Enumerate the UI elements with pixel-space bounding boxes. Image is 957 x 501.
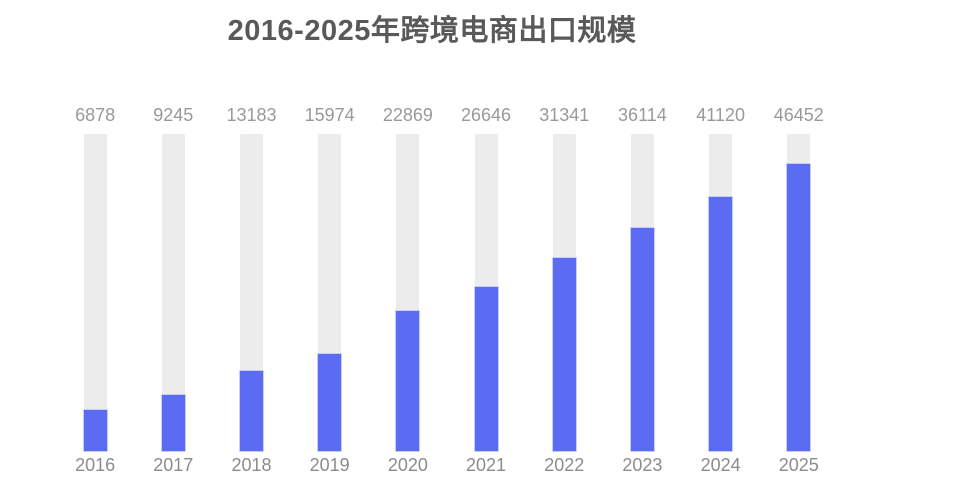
bar-track	[708, 134, 734, 452]
bar-value-label: 41120	[696, 105, 745, 125]
bar-fill	[551, 257, 577, 452]
bar-column: 22869 2020	[369, 106, 447, 474]
bar-fill	[395, 310, 421, 452]
bar-column: 15974 2019	[291, 106, 369, 474]
x-axis-tick-label: 2024	[700, 455, 741, 475]
bar-fill	[786, 163, 812, 452]
x-axis-tick-label: 2022	[544, 455, 585, 475]
bar-track	[82, 134, 108, 452]
bar-track	[160, 134, 186, 452]
x-axis-tick-label: 2016	[75, 455, 116, 475]
x-axis-tick-label: 2021	[466, 455, 507, 475]
bar-column: 31341 2022	[525, 106, 603, 474]
bar-track	[551, 134, 577, 452]
bar-value-label: 15974	[304, 105, 355, 125]
bar-value-label: 22869	[382, 105, 433, 125]
bar-fill	[317, 353, 343, 452]
bar-track	[473, 134, 499, 452]
bar-value-label: 26646	[461, 105, 512, 125]
bar-track	[629, 134, 655, 452]
bar-track	[786, 134, 812, 452]
bar-column: 6878 2016	[56, 106, 134, 474]
bar-fill	[238, 370, 264, 452]
bar-value-label: 9245	[153, 105, 194, 125]
bar-fill	[708, 196, 734, 452]
x-axis-tick-label: 2019	[309, 455, 350, 475]
bar-value-label: 46452	[773, 105, 824, 125]
bar-column: 13183 2018	[212, 106, 290, 474]
bar-track	[395, 134, 421, 452]
bar-fill	[160, 394, 186, 452]
bar-column: 36114 2023	[603, 106, 681, 474]
bar-column: 9245 2017	[134, 106, 212, 474]
bar-column: 46452 2025	[760, 106, 838, 474]
bar-value-label: 36114	[618, 105, 667, 125]
bar-fill	[629, 227, 655, 452]
chart-title: 2016-2025年跨境电商出口规模	[227, 15, 637, 47]
bar-chart: 2016-2025年跨境电商出口规模 6878 2016 9245 2017 1…	[0, 14, 894, 474]
x-axis-tick-label: 2017	[153, 455, 194, 475]
bar-value-label: 13183	[226, 105, 277, 125]
x-axis-tick-label: 2020	[387, 455, 428, 475]
bar-column: 41120 2024	[682, 106, 760, 474]
bar-fill	[82, 409, 108, 452]
x-axis-tick-label: 2023	[622, 455, 663, 475]
bars-container: 6878 2016 9245 2017 13183 2018 15974 201…	[56, 106, 894, 474]
bar-value-label: 31341	[539, 105, 590, 125]
bar-fill	[473, 286, 499, 452]
bar-column: 26646 2021	[447, 106, 525, 474]
bar-value-label: 6878	[75, 105, 116, 125]
bar-track	[317, 134, 343, 452]
x-axis-tick-label: 2025	[778, 455, 819, 475]
bar-track	[238, 134, 264, 452]
x-axis-tick-label: 2018	[231, 455, 272, 475]
